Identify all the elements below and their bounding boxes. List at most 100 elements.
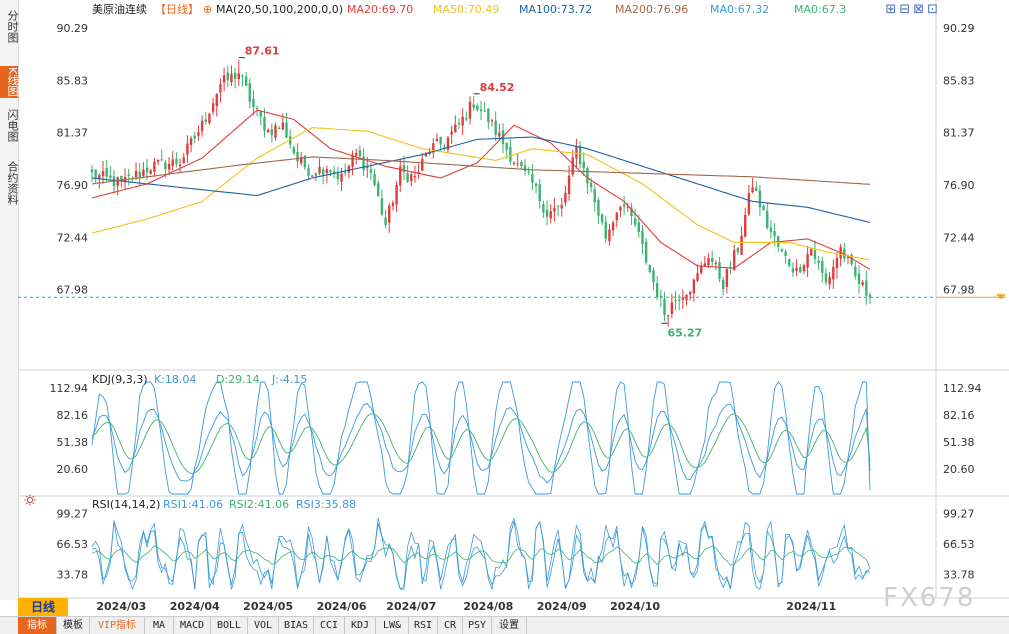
window-controls[interactable]: ⊞⊟⊠⊡ bbox=[885, 2, 941, 17]
candle-body-158 bbox=[670, 302, 674, 314]
kdj-tick-right-2: 51.38 bbox=[943, 436, 975, 449]
toolbar-item-13[interactable]: PSY bbox=[463, 617, 492, 634]
candle-body-67 bbox=[336, 173, 340, 180]
candle-body-145 bbox=[622, 204, 626, 207]
candle-body-168 bbox=[707, 258, 710, 266]
kdj-tick-right-3: 20.60 bbox=[943, 463, 975, 476]
candle-body-40 bbox=[237, 73, 240, 79]
sidebar-tab-0[interactable]: 分时图 bbox=[6, 9, 19, 43]
x-tick-5: 2024/08 bbox=[463, 600, 513, 613]
candle-body-175 bbox=[733, 250, 736, 271]
candle-body-4 bbox=[105, 168, 108, 177]
candle-body-201 bbox=[828, 276, 831, 285]
candle-body-160 bbox=[677, 299, 681, 301]
candle-body-116 bbox=[516, 163, 519, 165]
candle-body-157 bbox=[666, 315, 670, 317]
price-tick-right-0: 90.29 bbox=[943, 22, 975, 35]
candle-body-119 bbox=[527, 171, 530, 173]
toolbar-item-2[interactable]: VIP指标 bbox=[90, 617, 145, 634]
candle-body-47 bbox=[263, 117, 266, 131]
candle-body-200 bbox=[824, 273, 828, 283]
candle-body-90 bbox=[421, 159, 424, 171]
rsi-line-1 bbox=[91, 517, 871, 591]
candle-body-57 bbox=[299, 157, 303, 164]
toolbar-item-11[interactable]: RSI bbox=[409, 617, 438, 634]
toolbar-item-14[interactable]: 设置 bbox=[492, 617, 527, 634]
candle-body-74 bbox=[362, 156, 365, 171]
rsi-tick-left-2: 33.78 bbox=[57, 568, 89, 581]
candle-body-71 bbox=[351, 155, 354, 167]
sidebar-tab-2[interactable]: 闪电图 bbox=[6, 108, 19, 142]
candle-body-84 bbox=[399, 166, 402, 186]
kdj-tick-left-0: 112.94 bbox=[50, 382, 89, 395]
x-tick-4: 2024/07 bbox=[386, 600, 436, 613]
sidebar-tab-1[interactable]: K线图 bbox=[0, 66, 19, 98]
candle-body-25 bbox=[182, 157, 185, 164]
kdj-tick-right-1: 82.16 bbox=[943, 409, 975, 422]
candle-body-172 bbox=[722, 280, 725, 290]
candle-body-153 bbox=[652, 270, 655, 283]
candle-body-115 bbox=[512, 162, 516, 164]
candle-body-188 bbox=[780, 248, 784, 252]
candle-body-210 bbox=[861, 282, 864, 285]
candle-body-93 bbox=[432, 143, 435, 153]
toolbar-item-0[interactable]: 指标 bbox=[18, 617, 57, 634]
rsi-header-2: RSI2:41.06 bbox=[229, 498, 289, 511]
price-tick-right-3: 76.90 bbox=[943, 179, 975, 192]
candle-body-180 bbox=[751, 187, 754, 193]
toolbar-item-5[interactable]: BOLL bbox=[211, 617, 248, 634]
candle-body-113 bbox=[505, 142, 508, 150]
candle-body-73 bbox=[358, 150, 362, 157]
candle-body-165 bbox=[696, 273, 699, 281]
toolbar-item-3[interactable]: MA bbox=[145, 617, 174, 634]
toolbar-item-9[interactable]: KDJ bbox=[345, 617, 376, 634]
candle-body-1 bbox=[94, 169, 97, 179]
toolbar-item-4[interactable]: MACD bbox=[174, 617, 211, 634]
candle-body-86 bbox=[406, 173, 409, 182]
candle-body-53 bbox=[285, 122, 288, 138]
rsi-line-2 bbox=[91, 545, 871, 568]
candle-body-104 bbox=[472, 104, 475, 108]
candle-body-55 bbox=[292, 147, 296, 154]
toolbar-item-12[interactable]: CR bbox=[438, 617, 463, 634]
candle-body-183 bbox=[762, 205, 765, 211]
price-tick-left-2: 81.37 bbox=[57, 127, 89, 140]
toolbar-item-8[interactable]: CCI bbox=[314, 617, 345, 634]
candle-body-202 bbox=[832, 266, 835, 280]
annotation-2: 65.27 bbox=[667, 326, 702, 339]
candle-body-176 bbox=[736, 247, 740, 253]
candle-body-127 bbox=[556, 205, 560, 207]
kdj-line-D bbox=[91, 413, 871, 475]
candle-body-27 bbox=[189, 138, 193, 146]
candle-body-152 bbox=[648, 264, 652, 273]
candle-body-169 bbox=[710, 258, 714, 262]
candle-body-8 bbox=[120, 175, 123, 181]
price-tick-right-2: 81.37 bbox=[943, 127, 975, 140]
candle-body-208 bbox=[854, 266, 857, 276]
toolbar-item-7[interactable]: BIAS bbox=[279, 617, 314, 634]
kdj-header-0: KDJ(9,3,3) bbox=[92, 373, 148, 386]
sidebar-tab-3[interactable]: 合约资料 bbox=[6, 161, 19, 205]
candle-body-142 bbox=[611, 222, 615, 231]
candle-body-203 bbox=[835, 258, 839, 269]
toolbar-item-10[interactable]: LW& bbox=[376, 617, 409, 634]
candle-body-182 bbox=[758, 190, 762, 208]
sun-icon-ray bbox=[25, 502, 28, 505]
header-label-0: 美原油连续 bbox=[92, 2, 147, 16]
period-button[interactable]: 日线 bbox=[18, 598, 68, 616]
ma-line-MA100 bbox=[91, 136, 871, 224]
header-label-1: 【日线】 bbox=[155, 2, 199, 16]
candle-body-124 bbox=[545, 209, 549, 217]
candle-body-19 bbox=[160, 159, 163, 161]
rsi-header-0: RSI(14,14,2) bbox=[92, 498, 160, 511]
candle-body-38 bbox=[230, 73, 233, 83]
toolbar-item-6[interactable]: VOL bbox=[248, 617, 279, 634]
x-tick-3: 2024/06 bbox=[317, 600, 367, 613]
candle-body-181 bbox=[755, 187, 758, 191]
toolbar-item-1[interactable]: 模板 bbox=[57, 617, 90, 634]
candle-body-118 bbox=[523, 165, 527, 171]
candle-body-129 bbox=[564, 192, 567, 203]
candle-body-26 bbox=[186, 143, 189, 155]
price-chart[interactable]: 90.29 90.29 85.83 85.83 81.37 81.37 76.90 76.90… bbox=[18, 0, 1009, 616]
candle-body-99 bbox=[454, 124, 457, 133]
